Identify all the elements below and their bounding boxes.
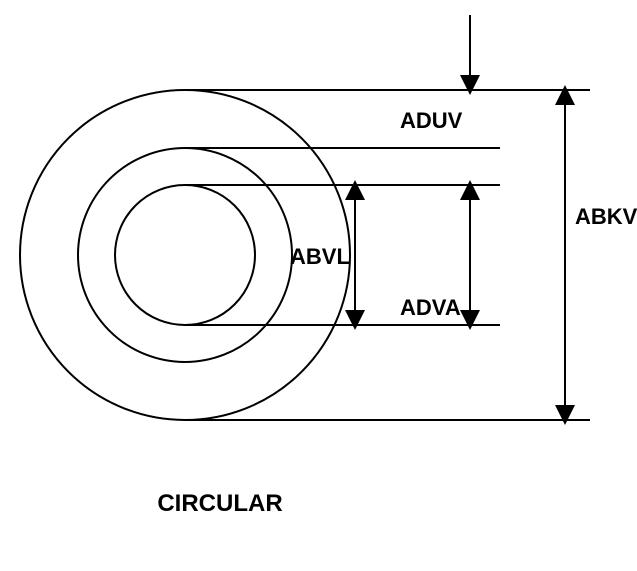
diagram-caption: CIRCULAR xyxy=(120,490,320,518)
diagram-svg xyxy=(0,0,637,566)
label-abkv: ABKV xyxy=(575,204,637,230)
circular-diagram: ADUV ABKV ABVL ADVA CIRCULAR xyxy=(0,0,637,566)
inner-circle xyxy=(115,185,255,325)
label-adva: ADVA xyxy=(400,295,461,321)
label-abvl: ABVL xyxy=(290,244,350,270)
label-aduv: ADUV xyxy=(400,108,462,134)
middle-circle xyxy=(78,148,292,362)
